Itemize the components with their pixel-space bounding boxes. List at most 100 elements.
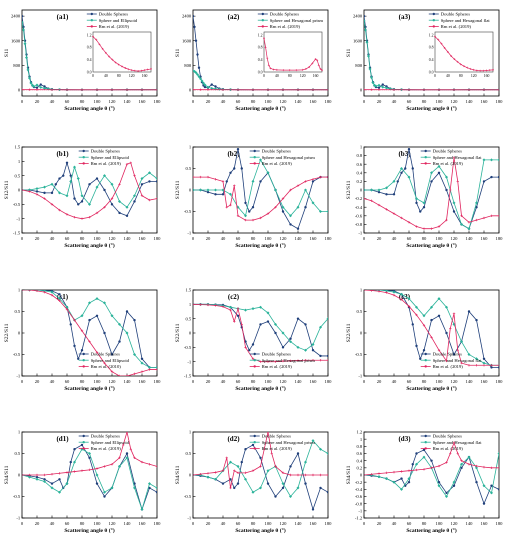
data-point: [103, 361, 106, 365]
data-point: [122, 443, 125, 447]
data-point: [422, 314, 426, 318]
inset-data-point: [314, 58, 317, 61]
data-point: [155, 486, 157, 490]
inset-data-point: [98, 43, 101, 46]
y-tick-label: 0.6: [356, 162, 362, 167]
x-tick-label: 160: [481, 99, 489, 104]
data-point: [214, 471, 217, 474]
x-tick-label: 180: [496, 236, 504, 241]
y-tick-label: 0: [189, 473, 192, 478]
data-point: [407, 305, 411, 308]
data-point: [497, 214, 499, 217]
data-point: [445, 461, 448, 464]
legend-marker: [424, 434, 427, 438]
x-tick-label: 100: [265, 99, 273, 104]
data-point: [229, 171, 232, 174]
data-point: [445, 305, 448, 309]
x-tick-label: 100: [265, 379, 273, 384]
data-point: [289, 337, 292, 340]
data-point: [129, 448, 132, 451]
data-point: [125, 163, 129, 166]
data-point: [392, 480, 396, 484]
inset-frame: [92, 31, 152, 73]
legend-marker: [432, 19, 435, 22]
data-point: [311, 439, 315, 443]
data-point: [221, 88, 225, 91]
data-point: [370, 290, 373, 292]
data-point: [475, 206, 478, 209]
data-point: [392, 470, 396, 474]
x-tick-label: 60: [407, 99, 412, 104]
panel-label: (c1): [57, 293, 69, 301]
x-tick-label: 80: [80, 379, 85, 384]
y-tick-label: 1: [360, 288, 363, 293]
data-point: [206, 88, 210, 91]
data-point: [274, 495, 277, 498]
x-tick-label: 100: [265, 521, 273, 526]
inset-data-point: [267, 64, 270, 67]
data-point: [43, 197, 46, 200]
data-point: [364, 28, 367, 32]
data-point: [140, 361, 144, 365]
data-point: [422, 227, 426, 230]
data-point: [110, 88, 114, 92]
inset-x-tick-label: 160: [313, 74, 319, 78]
data-point: [422, 448, 426, 452]
inset-data-point: [459, 63, 462, 66]
data-point: [110, 314, 114, 318]
data-point: [88, 452, 91, 455]
x-tick-label: 180: [325, 99, 333, 104]
data-point: [460, 361, 463, 365]
data-point: [497, 366, 499, 369]
data-point: [206, 472, 210, 475]
x-tick-label: 20: [377, 236, 382, 241]
data-point: [377, 475, 381, 479]
x-axis-label: Scattering angle θ (°): [235, 527, 286, 534]
data-point: [445, 495, 448, 498]
data-point: [88, 456, 91, 459]
legend-marker: [82, 162, 85, 165]
legend-marker: [253, 441, 256, 444]
data-point: [140, 88, 144, 92]
legend-entry: Double Spheres: [262, 352, 291, 357]
data-point: [248, 349, 251, 352]
data-point: [497, 175, 499, 179]
data-point: [148, 482, 151, 486]
data-point: [88, 340, 91, 343]
data-point: [437, 314, 441, 317]
x-tick-label: 20: [35, 521, 40, 526]
data-point: [229, 305, 232, 309]
data-point: [289, 465, 292, 468]
data-point: [296, 227, 300, 230]
inset-data-point: [266, 57, 269, 60]
data-point: [407, 469, 411, 472]
x-tick-label: 20: [206, 236, 211, 241]
legend-entry: Double Spheres: [441, 12, 470, 17]
y-tick-label: 1.2: [356, 430, 362, 435]
data-point: [497, 364, 499, 367]
inset-y-tick-label: 1.2: [87, 33, 92, 37]
data-point: [35, 86, 39, 89]
inset-y-tick-label: 0.8: [429, 46, 434, 50]
legend-entry: Sphere and Ellipsoid: [91, 440, 130, 445]
legend-entry: Sphere and Hexagonal prism: [270, 18, 324, 23]
data-point: [370, 88, 373, 91]
x-tick-label: 180: [496, 521, 504, 526]
x-axis-label: Scattering angle θ (°): [64, 242, 115, 249]
y-tick-label: -0.5: [355, 352, 363, 357]
data-point: [110, 182, 114, 186]
series-line-2: [193, 158, 328, 217]
y-tick-label: -0.5: [13, 202, 21, 207]
data-point: [39, 85, 43, 89]
y-tick-label: 0: [360, 331, 363, 336]
legend-marker: [253, 434, 256, 438]
x-axis-label: Scattering angle θ (°): [64, 527, 115, 534]
data-point: [236, 464, 240, 468]
x-tick-label: 100: [436, 236, 444, 241]
data-point: [193, 303, 195, 306]
data-point: [77, 203, 80, 206]
inset-x-tick-label: 80: [288, 74, 292, 78]
data-point: [482, 357, 486, 360]
x-tick-label: 40: [221, 379, 226, 384]
x-axis-label: Scattering angle θ (°): [64, 105, 115, 112]
